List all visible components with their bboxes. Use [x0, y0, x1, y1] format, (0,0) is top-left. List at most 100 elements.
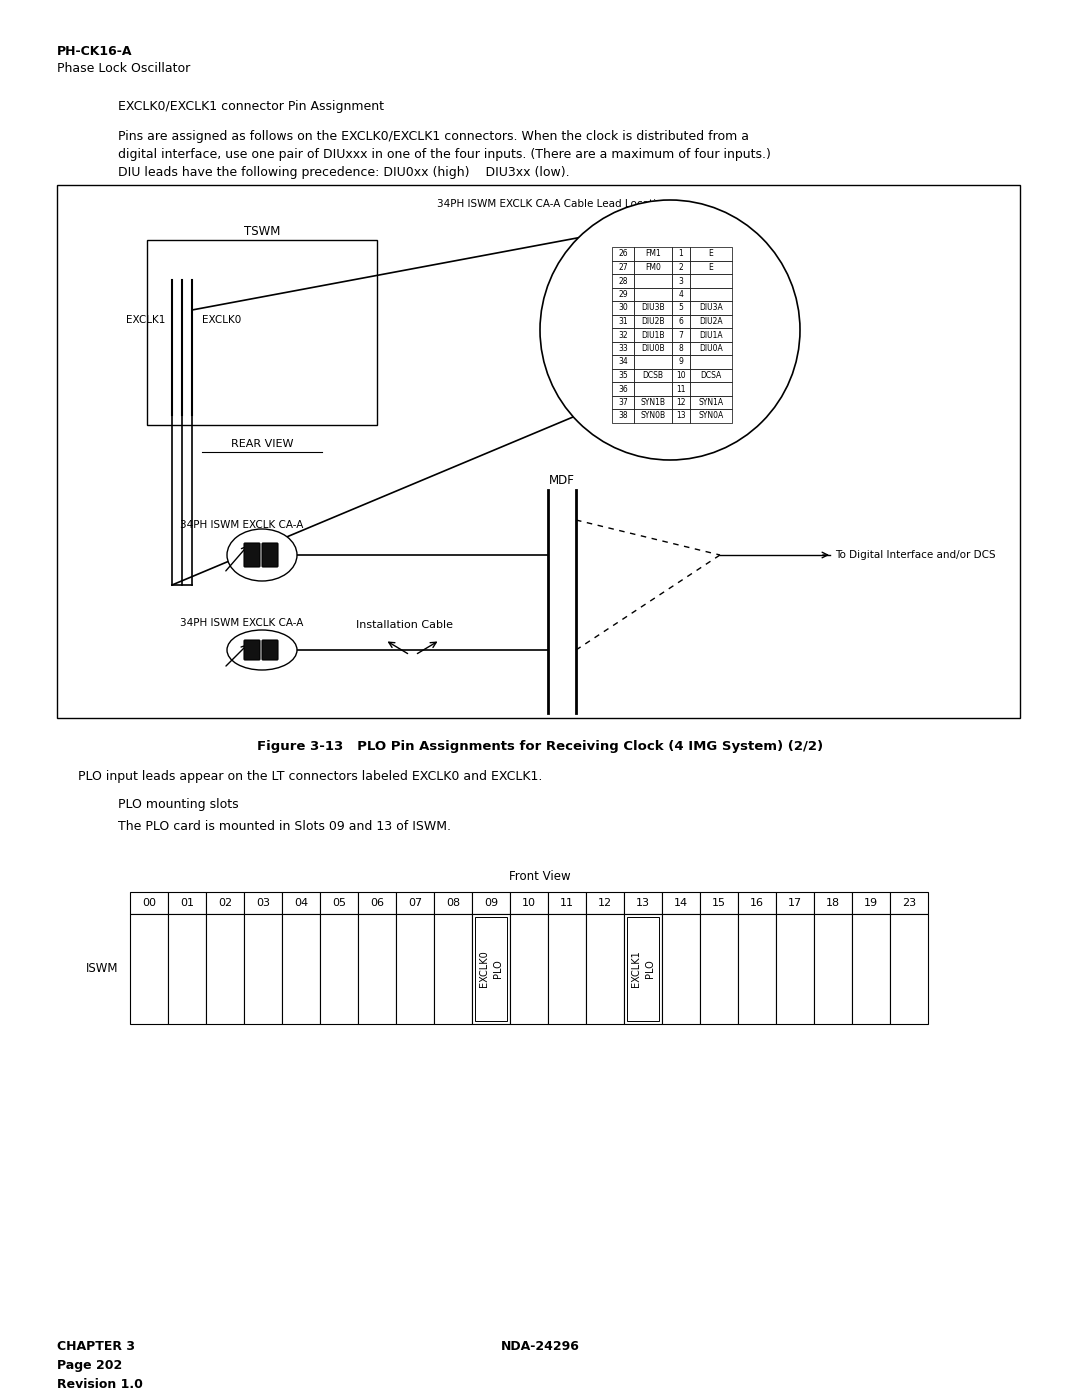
Text: Front View: Front View — [509, 870, 571, 883]
Bar — [612, 247, 634, 261]
Bar — [634, 355, 672, 369]
Bar — [282, 893, 320, 914]
Text: 5: 5 — [678, 303, 684, 313]
Bar — [690, 274, 732, 288]
Text: Installation Cable: Installation Cable — [356, 620, 454, 630]
Text: 37: 37 — [618, 398, 627, 407]
Bar — [472, 914, 510, 1024]
Bar — [634, 302, 672, 314]
Text: DIU3B: DIU3B — [642, 303, 665, 313]
Text: DIU0A: DIU0A — [699, 344, 723, 353]
Bar — [612, 328, 634, 342]
Bar — [627, 916, 659, 1021]
Bar — [130, 893, 168, 914]
Bar — [624, 914, 662, 1024]
Text: SYN1B: SYN1B — [640, 398, 665, 407]
Bar — [130, 914, 168, 1024]
Bar — [634, 261, 672, 274]
Text: E: E — [708, 250, 714, 258]
FancyBboxPatch shape — [244, 543, 260, 567]
Bar — [672, 395, 690, 409]
Bar — [320, 914, 357, 1024]
Bar — [672, 328, 690, 342]
Bar — [282, 914, 320, 1024]
Bar — [472, 893, 510, 914]
Bar — [690, 302, 732, 314]
Text: 34: 34 — [618, 358, 627, 366]
Text: 02: 02 — [218, 898, 232, 908]
Bar — [396, 893, 434, 914]
Bar — [168, 893, 206, 914]
Bar — [690, 369, 732, 383]
Text: 8: 8 — [678, 344, 684, 353]
Bar — [890, 914, 928, 1024]
Bar — [612, 409, 634, 423]
Bar — [434, 914, 472, 1024]
Text: 1: 1 — [678, 250, 684, 258]
Text: DIU1B: DIU1B — [642, 331, 665, 339]
Text: PH-CK16-A: PH-CK16-A — [57, 45, 133, 59]
Bar — [690, 342, 732, 355]
Text: SYN1A: SYN1A — [699, 398, 724, 407]
Text: 26: 26 — [618, 250, 627, 258]
Text: 09: 09 — [484, 898, 498, 908]
Bar — [634, 369, 672, 383]
Bar — [434, 893, 472, 914]
Bar — [738, 893, 777, 914]
Text: 08: 08 — [446, 898, 460, 908]
Bar — [612, 383, 634, 395]
Bar — [672, 409, 690, 423]
Bar — [738, 914, 777, 1024]
Text: digital interface, use one pair of DIUxxx in one of the four inputs. (There are : digital interface, use one pair of DIUxx… — [118, 148, 771, 161]
Bar — [206, 914, 244, 1024]
Text: PLO mounting slots: PLO mounting slots — [118, 798, 239, 812]
Text: 30: 30 — [618, 303, 627, 313]
Bar — [168, 914, 206, 1024]
Text: 13: 13 — [636, 898, 650, 908]
Text: 16: 16 — [750, 898, 764, 908]
Text: DIU2A: DIU2A — [699, 317, 723, 326]
Bar — [672, 342, 690, 355]
Bar — [690, 328, 732, 342]
Text: DCSB: DCSB — [643, 372, 663, 380]
Text: 00: 00 — [141, 898, 156, 908]
Bar — [244, 893, 282, 914]
Bar — [320, 893, 357, 914]
Bar — [672, 274, 690, 288]
Bar — [672, 288, 690, 302]
Text: NDA-24296: NDA-24296 — [500, 1340, 580, 1354]
Text: 19: 19 — [864, 898, 878, 908]
Text: TSWM: TSWM — [244, 225, 280, 237]
Text: EXCLK0/EXCLK1 connector Pin Assignment: EXCLK0/EXCLK1 connector Pin Assignment — [118, 101, 384, 113]
Text: 34PH ISWM EXCLK CA-A: 34PH ISWM EXCLK CA-A — [180, 617, 303, 629]
Ellipse shape — [227, 630, 297, 671]
Text: 2: 2 — [678, 263, 684, 272]
Bar — [634, 274, 672, 288]
Bar — [586, 893, 624, 914]
Text: DIU1A: DIU1A — [699, 331, 723, 339]
Text: 01: 01 — [180, 898, 194, 908]
Text: To Digital Interface and/or DCS: To Digital Interface and/or DCS — [835, 550, 996, 560]
Bar — [662, 914, 700, 1024]
Text: 34PH ISWM EXCLK CA-A: 34PH ISWM EXCLK CA-A — [180, 520, 303, 529]
Text: 11: 11 — [561, 898, 573, 908]
Bar — [396, 914, 434, 1024]
Bar — [612, 355, 634, 369]
Text: 29: 29 — [618, 291, 627, 299]
Bar — [475, 916, 507, 1021]
Bar — [672, 369, 690, 383]
Text: 33: 33 — [618, 344, 627, 353]
Bar — [700, 914, 738, 1024]
Bar — [634, 409, 672, 423]
Text: FM0: FM0 — [645, 263, 661, 272]
Text: 12: 12 — [598, 898, 612, 908]
Text: 32: 32 — [618, 331, 627, 339]
Bar — [662, 893, 700, 914]
Text: DCSA: DCSA — [700, 372, 721, 380]
Bar — [672, 383, 690, 395]
Bar — [690, 409, 732, 423]
Bar — [634, 247, 672, 261]
Bar — [690, 314, 732, 328]
Bar — [777, 914, 814, 1024]
Bar — [634, 314, 672, 328]
